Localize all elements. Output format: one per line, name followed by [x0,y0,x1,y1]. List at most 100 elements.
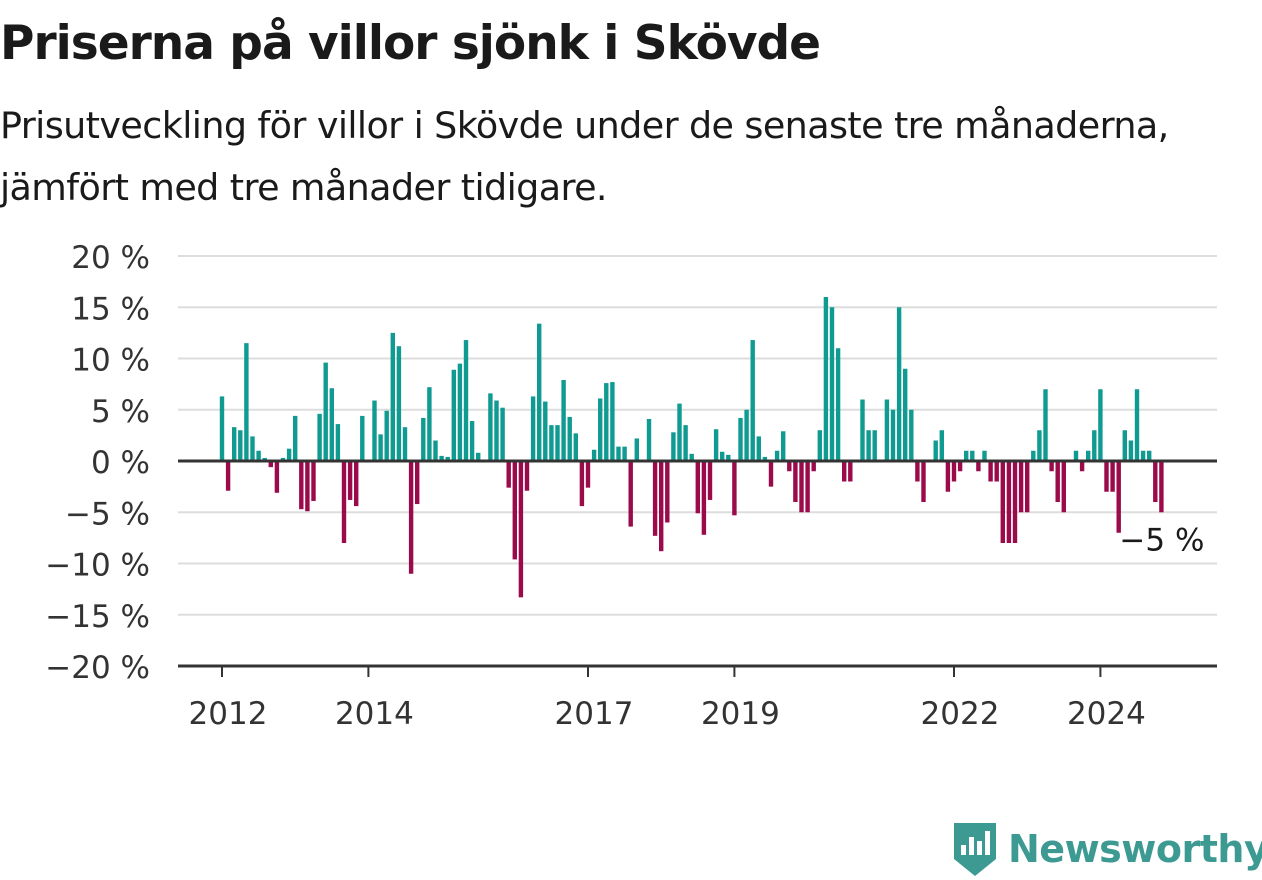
bar [378,434,383,461]
bar [1128,440,1134,461]
bar [622,446,627,461]
bar [1147,450,1152,461]
bar [890,409,896,461]
bar [1092,430,1097,461]
bar [683,425,688,462]
bar [1159,461,1164,513]
y-tick-label: 5 % [91,394,150,430]
x-tick-label: 2024 [1067,696,1146,732]
bar [713,429,719,461]
bar [738,417,743,461]
bar [238,430,243,461]
bar [585,461,591,488]
bar [811,461,816,472]
bar [354,461,359,507]
bar [543,401,548,461]
bar [616,446,621,461]
bar [317,413,322,461]
bar [402,427,408,461]
y-tick-label: 0 % [91,445,150,481]
bar [506,461,511,488]
bar [1006,461,1012,543]
x-tick-label: 2019 [701,696,780,732]
bar [347,461,353,500]
bar [652,461,658,536]
bar [524,461,530,491]
bar [219,396,225,461]
bar [445,456,450,461]
bar [451,369,456,461]
bar [579,461,585,507]
bar [896,307,902,461]
bar [1122,430,1127,461]
bar [305,461,310,512]
bar [232,427,237,461]
bar [494,400,499,461]
bar [1037,430,1042,461]
bar [799,461,804,513]
bar [604,383,609,461]
bar [829,307,835,461]
bar [500,407,505,461]
bar [262,457,267,461]
x-tick-label: 2012 [189,696,268,732]
bar [774,450,780,461]
bar [964,450,969,461]
bars [219,297,1164,598]
bar [390,332,395,462]
bar [842,461,847,482]
bar [768,461,774,487]
bar [982,450,987,461]
bar [732,461,737,516]
bar [628,461,633,527]
bar [360,415,365,461]
bar [1110,461,1115,492]
bar [939,430,944,461]
bar [427,387,432,461]
bar [976,461,981,472]
axes [178,459,1217,677]
bar [469,421,475,461]
bar [750,340,755,461]
bar [707,461,713,500]
bar [439,455,444,462]
bar [415,461,420,505]
bar [476,452,481,461]
bar [689,453,694,461]
bar [695,461,700,514]
bar [823,297,829,461]
y-tick-label: 20 % [71,240,150,276]
bar [341,461,347,543]
bar [659,461,664,552]
bar [1098,389,1103,461]
bar [610,382,615,461]
x-tick-label: 2014 [335,696,414,732]
bar [787,461,792,472]
y-tick-label: −5 % [65,496,150,532]
bar [1018,461,1024,513]
bar [903,368,908,461]
labels: 20 % 15 % 10 % 5 % 0 % −5 % −10 % −15 % −20 % 201… [45,240,1204,732]
bar [1153,461,1158,502]
x-tick-label: 2022 [921,696,1000,732]
bar [988,461,993,482]
bar [311,461,316,501]
brand-logo: Newsworthy [950,818,1262,880]
bar [872,430,877,461]
bar [225,461,231,491]
y-tick-label: −15 % [45,599,150,635]
bar [1055,461,1060,502]
bar [957,461,963,472]
bar [1012,461,1018,543]
bar [537,323,542,461]
bar [512,461,517,560]
bar [720,451,725,461]
bar [646,418,652,461]
chart-subtitle: Prisutveckling för villor i Skövde under… [0,104,1169,209]
bar [384,410,389,461]
bar [744,409,749,461]
bar [1104,461,1109,492]
bar [421,417,426,461]
bar [457,363,463,462]
y-tick-label: 15 % [71,291,150,327]
